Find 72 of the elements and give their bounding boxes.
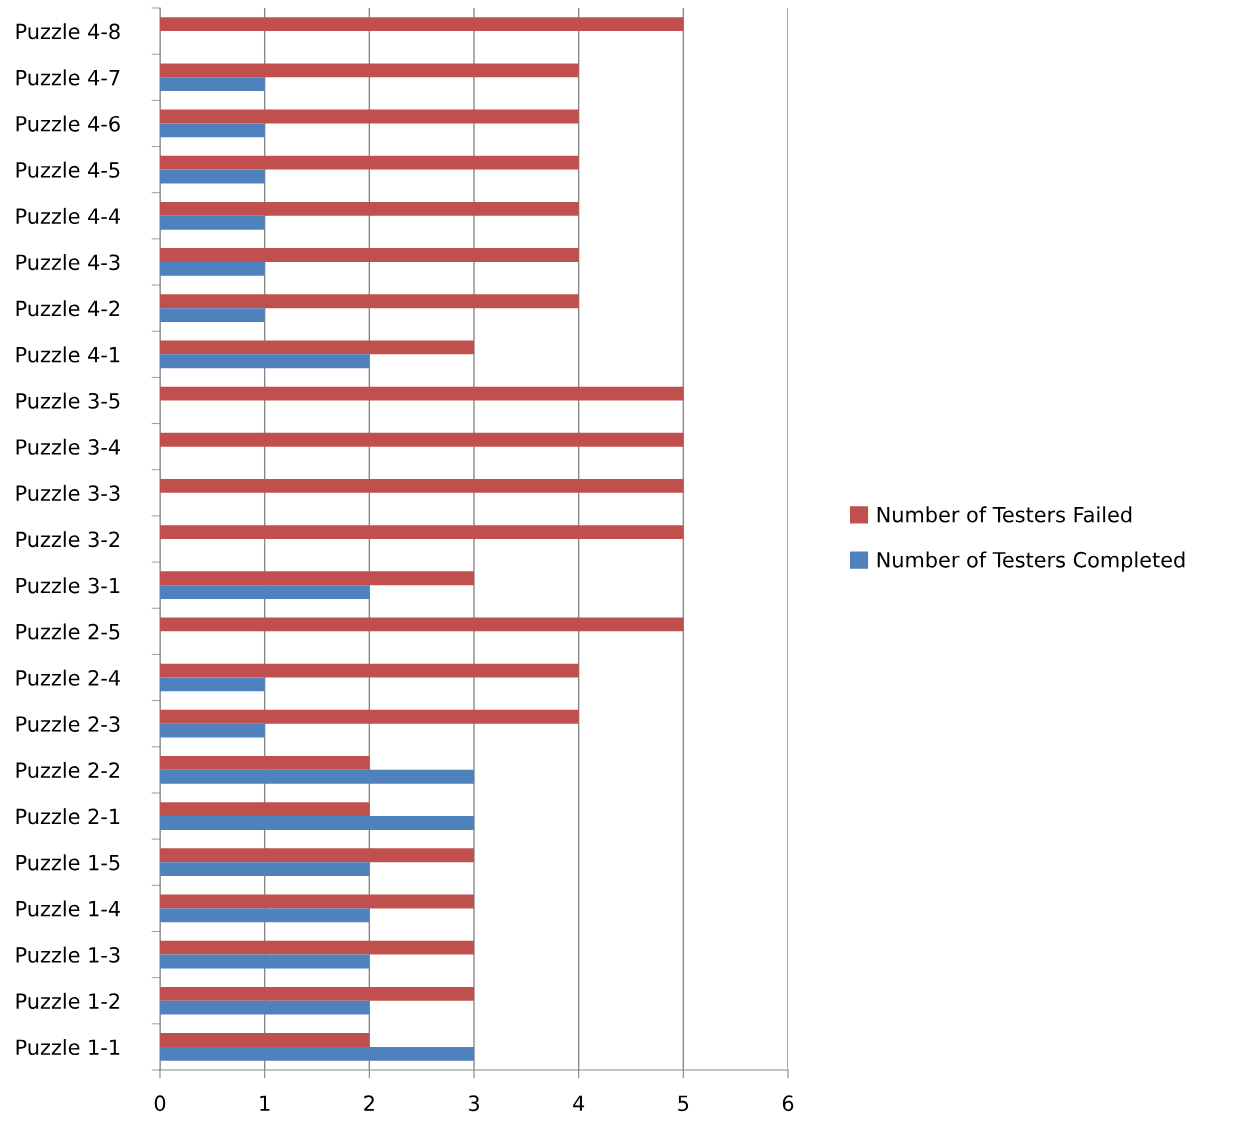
bar: [160, 769, 474, 784]
bar: [160, 478, 684, 493]
bar: [160, 940, 474, 955]
bar: [160, 308, 265, 322]
x-tick-label: 5: [678, 1095, 689, 1112]
y-tick-label: Puzzle 4-7: [16, 69, 120, 86]
bar: [160, 123, 265, 138]
bar: [160, 354, 370, 369]
y-tick-label: Puzzle 3-4: [16, 438, 120, 455]
bar: [160, 571, 474, 586]
y-tick-label: Puzzle 2-5: [16, 623, 120, 640]
bar: [160, 816, 474, 830]
y-tick-label: Puzzle 4-2: [16, 300, 120, 317]
legend-label: Number of Testers Completed: [877, 551, 1185, 572]
bar: [160, 894, 474, 909]
bar: [160, 756, 370, 770]
bar: [160, 201, 579, 216]
y-tick-label: Puzzle 2-2: [16, 761, 120, 779]
y-tick-label: Puzzle 4-8: [16, 23, 120, 40]
y-tick-label: Puzzle 3-1: [16, 577, 120, 594]
y-tick-label: Puzzle 1-4: [16, 900, 120, 917]
bar: [160, 677, 265, 692]
y-tick-label: Puzzle 4-5: [16, 161, 120, 178]
bar: [160, 432, 684, 447]
x-tick-label: 6: [782, 1095, 794, 1112]
bar: [160, 63, 579, 78]
y-tick-label: Puzzle 2-4: [16, 669, 120, 686]
bar: [160, 663, 579, 678]
y-tick-label: Puzzle 3-2: [16, 531, 120, 548]
bar: [160, 1033, 370, 1047]
y-tick-label: Puzzle 1-5: [16, 854, 120, 871]
bar: [160, 248, 579, 262]
x-tick-label: 4: [573, 1095, 585, 1111]
x-tick-label: 3: [468, 1095, 479, 1112]
y-tick-label: Puzzle 4-1: [16, 346, 120, 363]
bar: [160, 848, 474, 863]
bar: [160, 525, 684, 539]
y-tick-label: Puzzle 4-6: [16, 115, 120, 132]
y-tick-label: Puzzle 2-3: [16, 715, 120, 732]
bar: [160, 17, 684, 32]
bar: [160, 215, 265, 230]
legend-label: Number of Testers Failed: [877, 506, 1132, 523]
y-tick-label: Puzzle 1-2: [16, 992, 120, 1009]
bar: [160, 723, 265, 738]
bar: [160, 954, 370, 969]
y-tick-label: Puzzle 1-3: [16, 946, 120, 963]
bar: [160, 155, 579, 170]
x-tick-label: 1: [260, 1095, 270, 1111]
bar: [160, 386, 684, 401]
bar: [160, 109, 579, 124]
y-tick-label: Puzzle 1-1: [16, 1039, 120, 1056]
bar: [160, 77, 265, 92]
bar: [160, 294, 579, 309]
bar: [160, 585, 370, 600]
bar: [160, 986, 474, 1001]
x-tick-label: 0: [154, 1095, 166, 1112]
bar: [160, 169, 265, 184]
bar: [160, 1000, 370, 1015]
y-tick-label: Puzzle 3-3: [16, 484, 120, 502]
bar: [160, 261, 265, 276]
x-tick-label: 2: [364, 1095, 374, 1111]
bar: [160, 709, 579, 724]
y-tick-label: Puzzle 4-4: [16, 207, 120, 224]
bar: [160, 908, 370, 923]
y-tick-label: Puzzle 3-5: [16, 392, 120, 409]
bar: [160, 862, 370, 877]
y-tick-label: Puzzle 4-3: [16, 254, 120, 271]
bar: [160, 802, 370, 817]
y-tick-label: Puzzle 2-1: [16, 808, 120, 825]
bar: [160, 340, 474, 355]
bar: [160, 1046, 474, 1061]
bar: [160, 617, 684, 632]
